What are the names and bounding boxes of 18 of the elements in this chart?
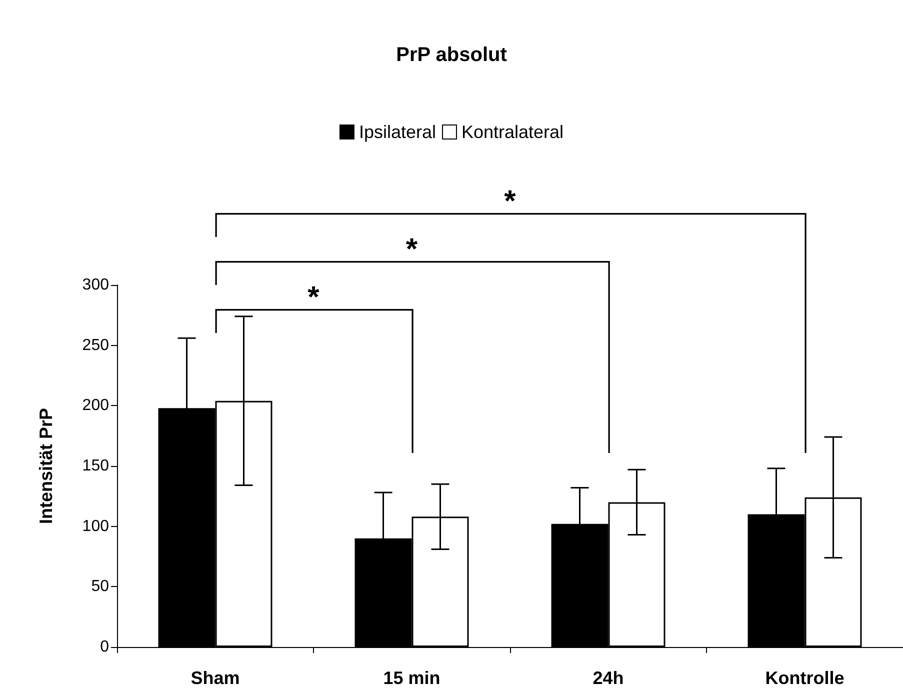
chart-title: PrP absolut	[396, 44, 508, 66]
x-tick-label: Kontrolle	[765, 668, 844, 688]
y-tick-label: 300	[82, 276, 110, 294]
y-tick-label: 100	[82, 518, 110, 535]
y-tick-label: 200	[82, 397, 110, 414]
x-tick-label: 24h	[592, 668, 624, 688]
y-tick-label: 150	[82, 458, 110, 474]
x-tick-label: 15 min	[383, 668, 440, 688]
y-axis-title: Intensität PrP	[36, 408, 56, 524]
y-tick-label: 50	[91, 578, 110, 596]
y-tick-label: 0	[100, 638, 110, 656]
text: *	[504, 185, 516, 218]
x-tick-label: Sham	[190, 668, 240, 688]
y-tick-label: 250	[82, 336, 110, 354]
text: *	[406, 233, 418, 266]
legend-label: Ipsilateral	[358, 122, 436, 142]
annotation: *	[308, 281, 320, 314]
legend-label: Kontralateral	[461, 122, 564, 142]
